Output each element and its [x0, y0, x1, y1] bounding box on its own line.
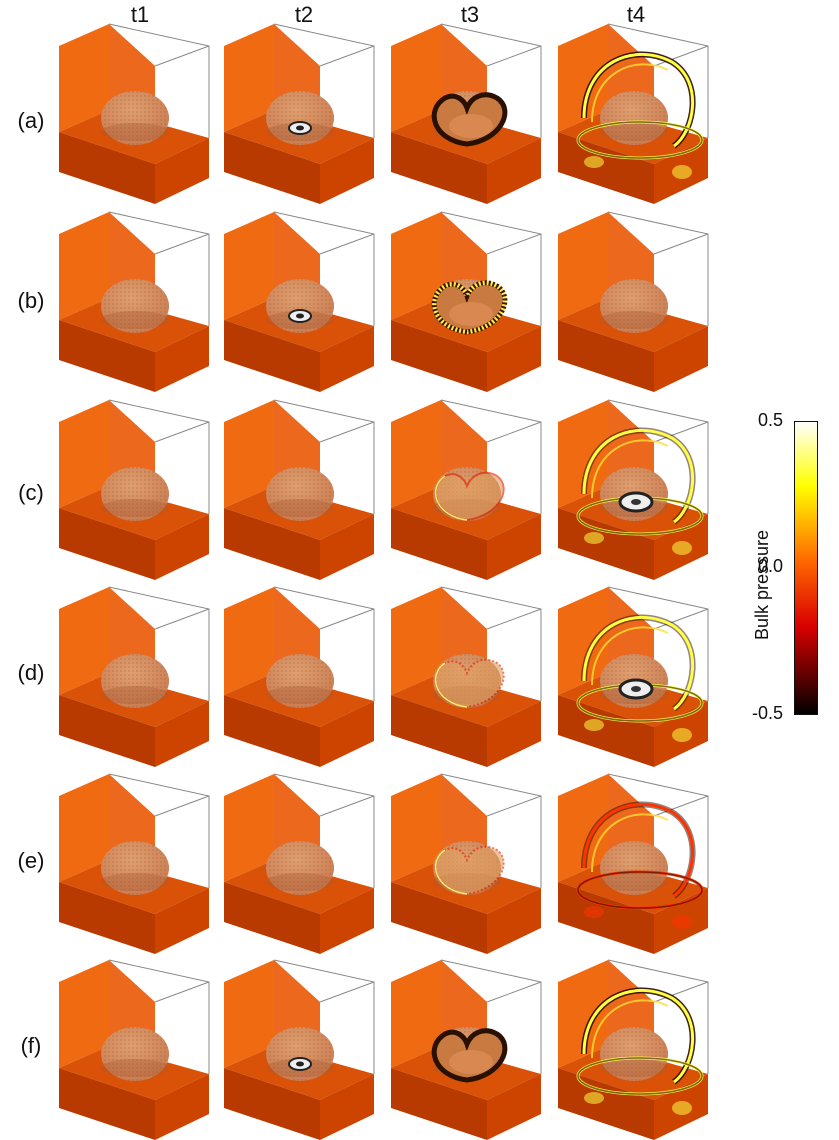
box-render: [391, 399, 542, 580]
box-render: [391, 959, 542, 1140]
panel-b-t4: [554, 210, 714, 392]
box-render: [224, 959, 375, 1140]
box-render: [558, 959, 709, 1140]
panel-f-t2: [220, 958, 380, 1140]
box-render: [391, 23, 542, 204]
panel-c-t4: [554, 398, 714, 580]
colorbar-gradient: [794, 421, 818, 715]
box-render: [558, 773, 709, 954]
box-render: [224, 23, 375, 204]
colorbar-tick-zero: 0.0: [758, 556, 784, 576]
box-render: [59, 399, 210, 580]
panel-d-t4: [554, 585, 714, 767]
panel-c-t3: [387, 398, 547, 580]
box-render: [391, 773, 542, 954]
box-render: [224, 211, 375, 392]
box-render: [59, 211, 210, 392]
box-render: [558, 399, 709, 580]
box-render: [558, 586, 709, 767]
column-header-t1: t1: [130, 2, 150, 27]
row-label-b: (b): [17, 288, 45, 313]
box-render: [558, 23, 709, 204]
panel-a-t1: [55, 22, 215, 204]
box-render: [224, 399, 375, 580]
panel-e-t3: [387, 772, 547, 954]
panel-c-t1: [55, 398, 215, 580]
box-render: [558, 211, 709, 392]
panel-e-t4: [554, 772, 714, 954]
panel-d-t2: [220, 585, 380, 767]
panel-a-t2: [220, 22, 380, 204]
box-render: [59, 586, 210, 767]
row-label-d: (d): [17, 660, 45, 685]
panel-a-t4: [554, 22, 714, 204]
colorbar-tick-min: -0.5: [752, 703, 784, 723]
panel-b-t1: [55, 210, 215, 392]
box-render: [224, 586, 375, 767]
panel-e-t2: [220, 772, 380, 954]
colorbar-title: Bulk pressure: [752, 529, 772, 640]
panel-f-t1: [55, 958, 215, 1140]
row-label-e: (e): [17, 848, 45, 873]
box-render: [391, 211, 542, 392]
panel-d-t1: [55, 585, 215, 767]
row-label-c: (c): [18, 480, 44, 505]
box-render: [59, 23, 210, 204]
colorbar-tick-max: 0.5: [758, 410, 784, 430]
box-render: [224, 773, 375, 954]
panel-c-t2: [220, 398, 380, 580]
panel-f-t3: [387, 958, 547, 1140]
panel-b-t3: [387, 210, 547, 392]
colorbar: [794, 421, 818, 715]
panel-e-t1: [55, 772, 215, 954]
box-render: [59, 773, 210, 954]
row-label-a: (a): [17, 108, 45, 133]
box-render: [59, 959, 210, 1140]
column-header-t4: t4: [626, 2, 646, 27]
panel-d-t3: [387, 585, 547, 767]
panel-b-t2: [220, 210, 380, 392]
box-render: [391, 586, 542, 767]
row-label-f: (f): [20, 1033, 42, 1058]
column-header-t2: t2: [294, 2, 314, 27]
panel-a-t3: [387, 22, 547, 204]
column-header-t3: t3: [460, 2, 480, 27]
panel-f-t4: [554, 958, 714, 1140]
